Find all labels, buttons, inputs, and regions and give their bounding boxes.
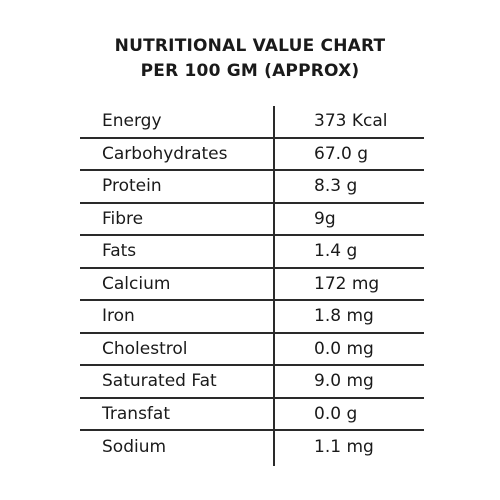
row-value: 9g bbox=[314, 208, 336, 229]
row-label: Carbohydrates bbox=[102, 143, 228, 164]
row-value: 1.1 mg bbox=[314, 437, 374, 458]
table-row: Sodium 1.1 mg bbox=[80, 431, 424, 464]
table-row: Saturated Fat 9.0 mg bbox=[80, 366, 424, 399]
table-row: Fibre 9g bbox=[80, 204, 424, 236]
row-label: Fibre bbox=[102, 208, 144, 229]
row-label: Cholestrol bbox=[102, 338, 188, 359]
row-value: 172 mg bbox=[314, 273, 380, 294]
row-value: 1.4 g bbox=[314, 241, 358, 262]
table-row: Cholestrol 0.0 mg bbox=[80, 334, 424, 366]
row-label: Energy bbox=[102, 111, 162, 132]
row-label: Saturated Fat bbox=[102, 371, 217, 392]
row-label: Calcium bbox=[102, 273, 171, 294]
row-label: Sodium bbox=[102, 437, 167, 458]
row-label: Transfat bbox=[102, 403, 170, 424]
row-label: Iron bbox=[102, 306, 135, 327]
row-value: 1.8 mg bbox=[314, 306, 374, 327]
table-row: Energy 373 Kcal bbox=[80, 106, 424, 139]
column-divider bbox=[273, 106, 275, 466]
chart-title: NUTRITIONAL VALUE CHART bbox=[114, 36, 386, 56]
nutrition-table: Energy 373 Kcal Carbohydrates 67.0 g Pro… bbox=[80, 106, 424, 464]
row-value: 373 Kcal bbox=[314, 111, 388, 132]
row-value: 8.3 g bbox=[314, 176, 358, 197]
row-value: 9.0 mg bbox=[314, 371, 374, 392]
row-value: 0.0 g bbox=[314, 403, 358, 424]
table-row: Protein 8.3 g bbox=[80, 171, 424, 204]
row-label: Protein bbox=[102, 176, 162, 197]
row-value: 0.0 mg bbox=[314, 338, 374, 359]
table-row: Iron 1.8 mg bbox=[80, 301, 424, 334]
table-row: Carbohydrates 67.0 g bbox=[80, 139, 424, 171]
chart-subtitle: PER 100 GM (APPROX) bbox=[140, 61, 360, 81]
table-row: Transfat 0.0 g bbox=[80, 399, 424, 431]
table-row: Fats 1.4 g bbox=[80, 236, 424, 269]
table-row: Calcium 172 mg bbox=[80, 269, 424, 301]
row-value: 67.0 g bbox=[314, 143, 369, 164]
row-label: Fats bbox=[102, 241, 137, 262]
